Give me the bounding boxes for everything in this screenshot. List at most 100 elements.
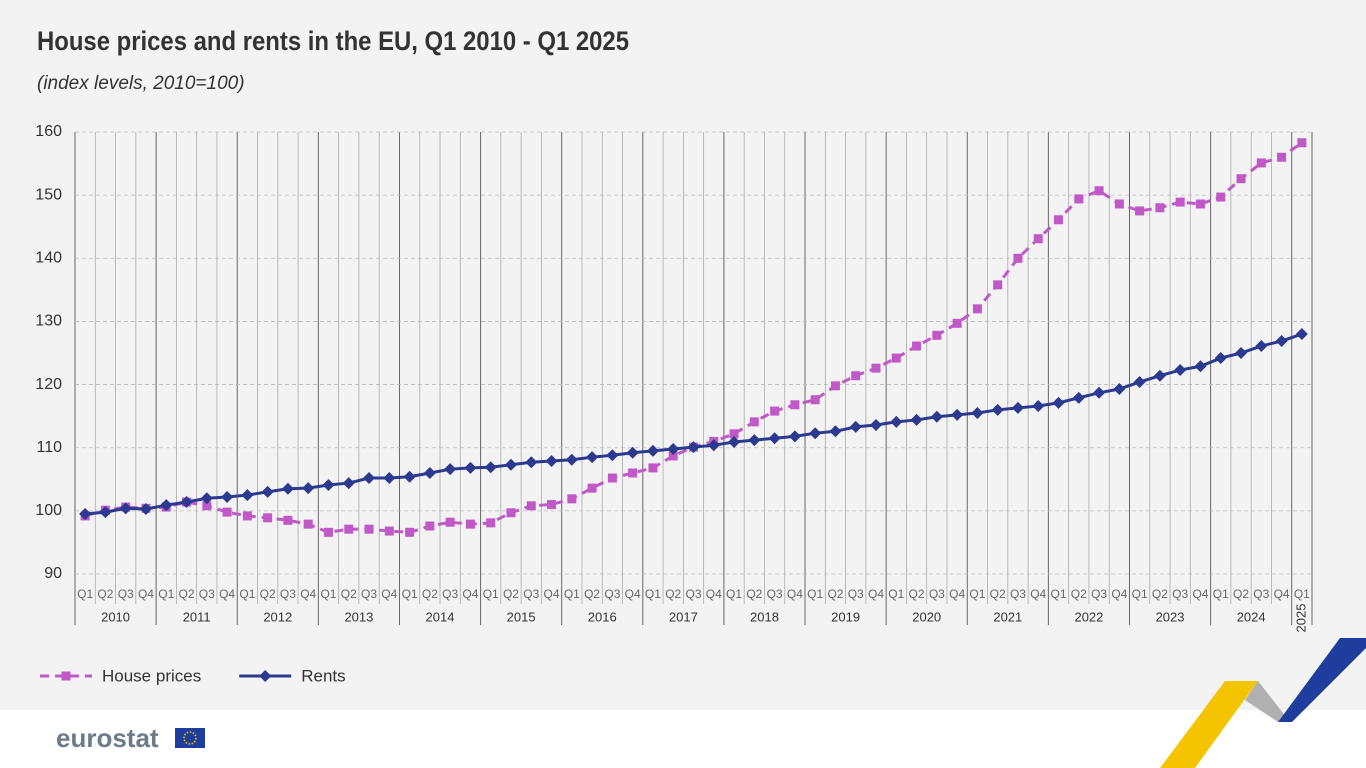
x-tick-label: Q4 bbox=[138, 587, 154, 601]
marker bbox=[729, 429, 739, 439]
x-tick-label: Q3 bbox=[1172, 587, 1188, 601]
marker bbox=[1297, 138, 1307, 148]
year-label: 2016 bbox=[588, 609, 617, 624]
x-tick-label: Q2 bbox=[990, 587, 1006, 601]
x-tick-label: Q4 bbox=[625, 587, 641, 601]
x-tick-label: Q1 bbox=[645, 587, 661, 601]
marker bbox=[1155, 203, 1165, 213]
x-tick-label: Q4 bbox=[300, 587, 316, 601]
x-tick-label: Q4 bbox=[544, 587, 560, 601]
marker bbox=[384, 526, 394, 536]
marker bbox=[1235, 347, 1248, 359]
marker bbox=[1133, 376, 1146, 389]
marker bbox=[547, 500, 557, 510]
x-tick-label: Q3 bbox=[523, 587, 539, 601]
x-tick-label: Q4 bbox=[1274, 587, 1290, 601]
marker bbox=[464, 461, 477, 474]
year-label: 2025 bbox=[1293, 604, 1308, 633]
marker bbox=[119, 502, 132, 515]
marker bbox=[1194, 360, 1207, 373]
marker bbox=[951, 408, 964, 421]
marker bbox=[1074, 194, 1084, 204]
marker bbox=[910, 413, 923, 426]
marker bbox=[749, 417, 759, 427]
marker bbox=[465, 519, 475, 529]
marker bbox=[1011, 401, 1024, 414]
marker bbox=[342, 477, 355, 490]
marker bbox=[1072, 391, 1085, 404]
marker bbox=[202, 501, 212, 511]
marker bbox=[545, 454, 558, 467]
x-tick-label: Q1 bbox=[1294, 587, 1310, 601]
x-tick-label: Q3 bbox=[361, 587, 377, 601]
marker bbox=[222, 507, 232, 517]
x-tick-label: Q1 bbox=[1213, 587, 1229, 601]
x-tick-label: Q3 bbox=[604, 587, 620, 601]
marker bbox=[788, 430, 801, 443]
marker bbox=[993, 280, 1003, 290]
marker bbox=[302, 482, 315, 495]
x-tick-label: Q3 bbox=[442, 587, 458, 601]
marker bbox=[1093, 386, 1106, 399]
year-label: 2013 bbox=[344, 609, 373, 624]
year-label: 2012 bbox=[263, 609, 292, 624]
marker bbox=[768, 432, 781, 445]
y-tick-label: 120 bbox=[35, 376, 62, 393]
x-tick-label: Q2 bbox=[746, 587, 762, 601]
marker bbox=[606, 449, 619, 462]
x-tick-label: Q1 bbox=[320, 587, 336, 601]
x-tick-label: Q2 bbox=[1233, 587, 1249, 601]
marker bbox=[1175, 197, 1185, 207]
x-tick-label: Q4 bbox=[1030, 587, 1046, 601]
marker bbox=[646, 444, 659, 457]
marker bbox=[261, 485, 274, 498]
marker bbox=[283, 515, 293, 525]
marker bbox=[61, 671, 71, 681]
year-label: 2010 bbox=[101, 609, 130, 624]
marker bbox=[667, 442, 680, 455]
year-label: 2011 bbox=[183, 609, 211, 624]
x-tick-label: Q4 bbox=[462, 587, 478, 601]
marker bbox=[1054, 215, 1064, 225]
marker bbox=[1013, 253, 1023, 263]
marker bbox=[364, 524, 374, 534]
marker bbox=[830, 381, 840, 391]
y-tick-label: 140 bbox=[35, 250, 62, 267]
marker bbox=[810, 395, 820, 405]
marker bbox=[628, 468, 638, 478]
marker bbox=[263, 513, 273, 523]
x-tick-label: Q3 bbox=[280, 587, 296, 601]
x-tick-label: Q1 bbox=[483, 587, 499, 601]
marker bbox=[891, 353, 901, 363]
marker bbox=[160, 499, 173, 512]
marker bbox=[423, 466, 436, 479]
marker bbox=[1113, 382, 1126, 395]
x-tick-label: Q3 bbox=[685, 587, 701, 601]
marker bbox=[971, 406, 984, 419]
year-label: 2015 bbox=[507, 609, 536, 624]
x-tick-label: Q2 bbox=[584, 587, 600, 601]
x-tick-label: Q2 bbox=[179, 587, 195, 601]
marker bbox=[323, 527, 333, 537]
x-tick-label: Q2 bbox=[827, 587, 843, 601]
marker bbox=[484, 461, 497, 474]
x-tick-label: Q2 bbox=[260, 587, 276, 601]
marker bbox=[668, 451, 678, 461]
x-tick-label: Q3 bbox=[118, 587, 134, 601]
marker bbox=[525, 456, 538, 469]
marker bbox=[748, 434, 761, 447]
year-label: 2021 bbox=[993, 609, 1022, 624]
marker bbox=[79, 508, 92, 521]
y-tick-label: 90 bbox=[44, 565, 62, 582]
marker bbox=[728, 436, 741, 449]
marker bbox=[849, 420, 862, 433]
legend-item: Rents bbox=[239, 666, 346, 685]
marker bbox=[1153, 369, 1166, 382]
marker bbox=[1295, 328, 1308, 341]
year-label: 2018 bbox=[750, 609, 779, 624]
marker bbox=[1052, 396, 1065, 409]
year-label: 2020 bbox=[912, 609, 941, 624]
marker bbox=[242, 511, 252, 521]
marker bbox=[403, 470, 416, 483]
